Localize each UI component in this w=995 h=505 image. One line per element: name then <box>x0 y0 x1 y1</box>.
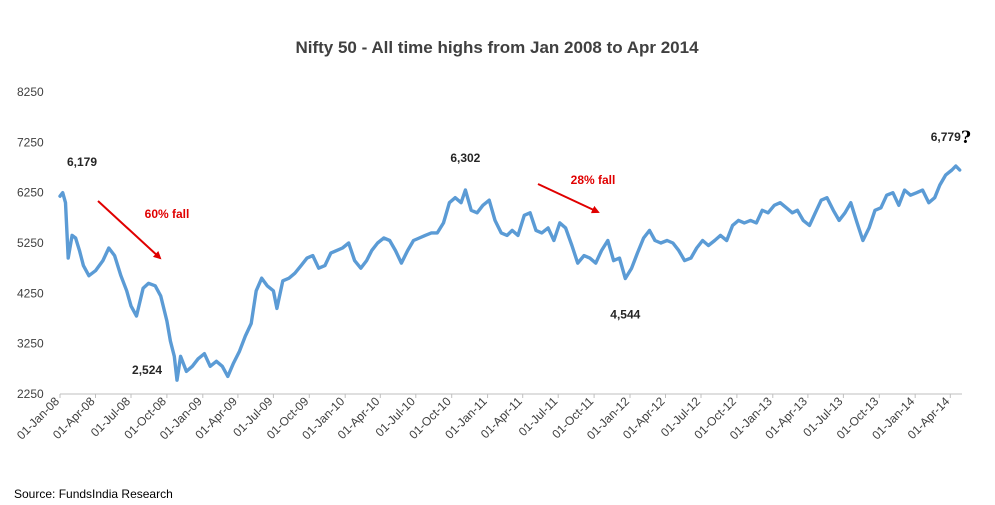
chart-title: Nifty 50 - All time highs from Jan 2008 … <box>295 38 699 57</box>
y-tick-label: 2250 <box>17 387 44 401</box>
question-mark: ? <box>961 128 971 148</box>
y-tick-label: 3250 <box>17 337 44 351</box>
y-tick-label: 4250 <box>17 286 44 300</box>
y-tick-label: 6250 <box>17 186 44 200</box>
source-note: Source: FundsIndia Research <box>14 487 173 501</box>
y-tick-label: 8250 <box>17 85 44 99</box>
y-axis-ticks: 8250 7250 6250 5250 4250 3250 2250 <box>17 85 44 401</box>
fall-label: 28% fall <box>571 173 616 187</box>
fall-label: 60% fall <box>145 207 190 221</box>
series-line <box>58 164 962 382</box>
value-label: 6,779 <box>931 130 961 144</box>
y-tick-label: 7250 <box>17 135 44 149</box>
value-label: 6,179 <box>67 155 97 169</box>
value-label: 4,544 <box>610 308 640 322</box>
fall-arrow <box>97 200 162 260</box>
fall-arrow <box>537 183 600 214</box>
annotations: 6,179 2,524 6,302 4,544 6,779 60% fall 28% fal… <box>67 128 971 377</box>
x-axis-ticks: 01-Jan-0801-Apr-0801-Jul-0801-Oct-0801-J… <box>14 394 953 442</box>
value-label: 2,524 <box>132 363 162 377</box>
y-tick-label: 5250 <box>17 236 44 250</box>
value-label: 6,302 <box>450 151 480 165</box>
